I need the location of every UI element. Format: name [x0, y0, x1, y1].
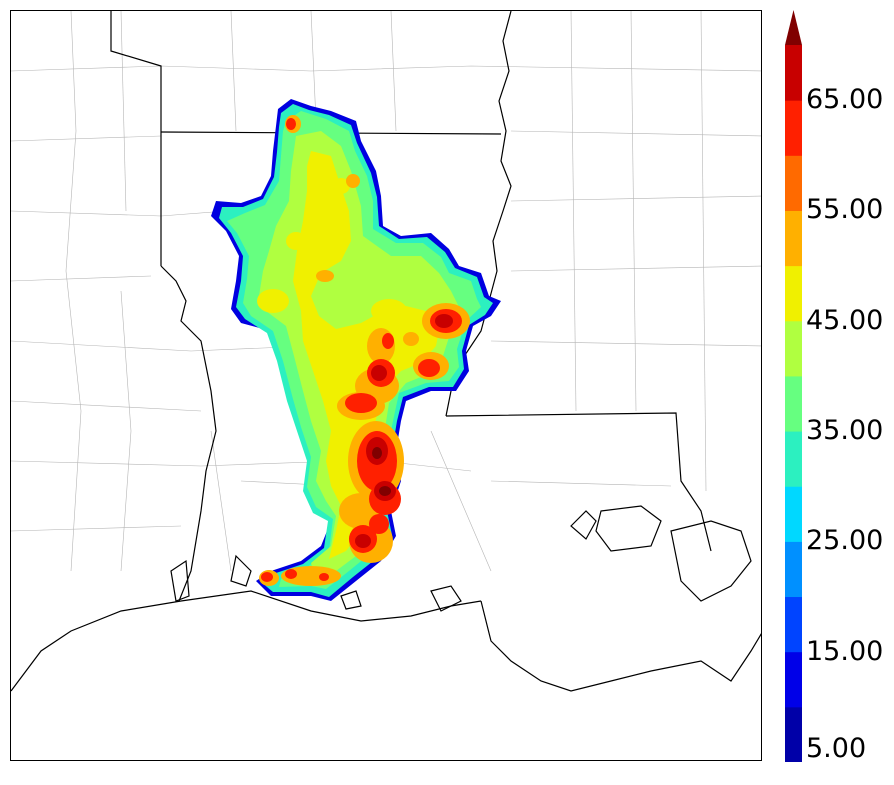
colorbar-tick-label: 5.00 — [806, 733, 867, 764]
state-boundaries — [11, 11, 761, 692]
colorbar-segment — [785, 45, 802, 101]
colorbar-segment — [785, 651, 802, 708]
colorbar-extend-arrow — [785, 10, 802, 45]
colorbar-tick-label: 65.00 — [806, 84, 884, 116]
colorbar-tick-label: 15.00 — [806, 635, 884, 667]
colorbar-segment — [785, 375, 802, 432]
colorbar-segment — [785, 486, 802, 542]
map-canvas — [11, 11, 761, 692]
colorbar-segment — [785, 210, 802, 267]
colorbar-segment — [785, 265, 802, 322]
map-panel — [10, 10, 762, 761]
colorbar-segment — [785, 706, 802, 762]
field-yellow — [257, 151, 441, 559]
colorbar-segment — [785, 320, 802, 377]
colorbar-segment — [785, 431, 802, 487]
colorbar-tick-label: 25.00 — [806, 525, 884, 557]
colorbar-segment — [785, 100, 802, 156]
colorbar-tick-label: 35.00 — [806, 415, 884, 447]
colorbar-tick-label: 55.00 — [806, 194, 884, 226]
field-dark-red — [355, 314, 453, 548]
colorbar-tick-label: 45.00 — [806, 304, 884, 336]
colorbar-segment — [785, 155, 802, 211]
colorbar-segment — [785, 596, 802, 653]
colorbar — [785, 10, 802, 762]
colorbar-segment — [785, 541, 802, 598]
